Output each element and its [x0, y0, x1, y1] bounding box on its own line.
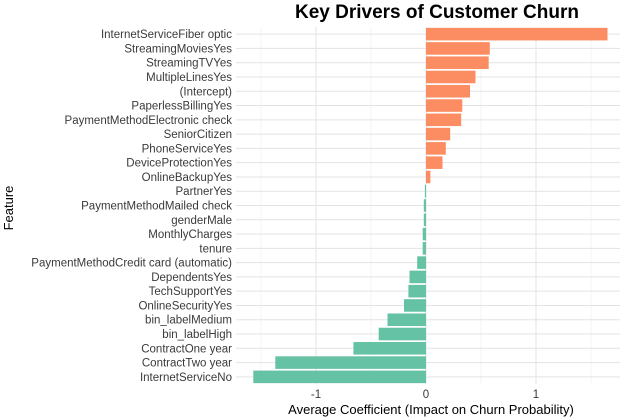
bar: [408, 284, 426, 298]
x-tick-label: 0: [423, 389, 429, 401]
category-label: TechSupportYes: [149, 286, 233, 298]
chart-title: Key Drivers of Customer Churn: [295, 2, 579, 23]
x-tick-label: 1: [533, 389, 539, 401]
bar: [424, 184, 426, 198]
category-label: OnlineSecurityYes: [138, 300, 232, 312]
category-label: PaymentMethodMailed check: [81, 201, 232, 213]
bar: [426, 56, 489, 69]
bar: [253, 370, 426, 384]
bar: [409, 270, 426, 284]
bar: [422, 242, 426, 255]
category-label: DependentsYes: [151, 272, 232, 284]
bar: [423, 213, 426, 227]
category-label: InternetServiceNo: [140, 372, 232, 384]
category-label: StreamingTVYes: [146, 58, 232, 70]
bars-group: [253, 27, 608, 384]
bar: [387, 313, 426, 327]
category-label: PhoneServiceYes: [142, 143, 233, 155]
category-label: MultipleLinesYes: [146, 72, 232, 84]
category-label: ContractOne year: [141, 343, 232, 355]
category-label: StreamingMoviesYes: [124, 43, 232, 55]
category-label: PaymentMethodElectronic check: [65, 115, 233, 127]
category-labels: InternetServiceFiber optic StreamingMovie…: [31, 29, 232, 384]
category-label: tenure: [199, 243, 232, 255]
category-label: SeniorCitizen: [164, 129, 232, 141]
bar: [426, 42, 490, 55]
bar: [426, 156, 443, 169]
bar: [422, 227, 426, 241]
x-tick-label: -1: [311, 389, 321, 401]
bar: [426, 70, 476, 84]
category-label: DeviceProtectionYes: [126, 158, 232, 170]
bar: [426, 170, 431, 184]
bar: [417, 256, 426, 269]
category-label: InternetServiceFiber optic: [101, 29, 232, 41]
bar: [426, 142, 446, 155]
category-label: genderMale: [171, 215, 232, 227]
category-label: bin_labelHigh: [162, 329, 232, 341]
category-label: MonthlyCharges: [148, 229, 232, 241]
bar: [426, 113, 462, 127]
bar: [426, 99, 463, 112]
bar: [426, 127, 451, 141]
category-label: PaymentMethodCredit card (automatic): [31, 258, 232, 270]
category-label: bin_labelMedium: [145, 315, 232, 327]
category-label: (Intercept): [180, 86, 233, 98]
category-label: PartnerYes: [176, 186, 233, 198]
bar: [404, 299, 426, 312]
bar: [275, 356, 426, 369]
bar: [426, 27, 608, 41]
bar: [378, 327, 426, 341]
x-axis-title: Average Coefficient (Impact on Churn Pro…: [288, 402, 574, 417]
bar: [426, 84, 470, 98]
bar: [353, 342, 426, 355]
bar: [423, 199, 426, 212]
category-label: PaperlessBillingYes: [131, 101, 232, 113]
y-axis-title: Feature: [1, 186, 16, 231]
category-label: OnlineBackupYes: [142, 172, 233, 184]
x-tick-labels: -1 0 1: [311, 389, 539, 401]
category-label: ContractTwo year: [142, 358, 232, 370]
